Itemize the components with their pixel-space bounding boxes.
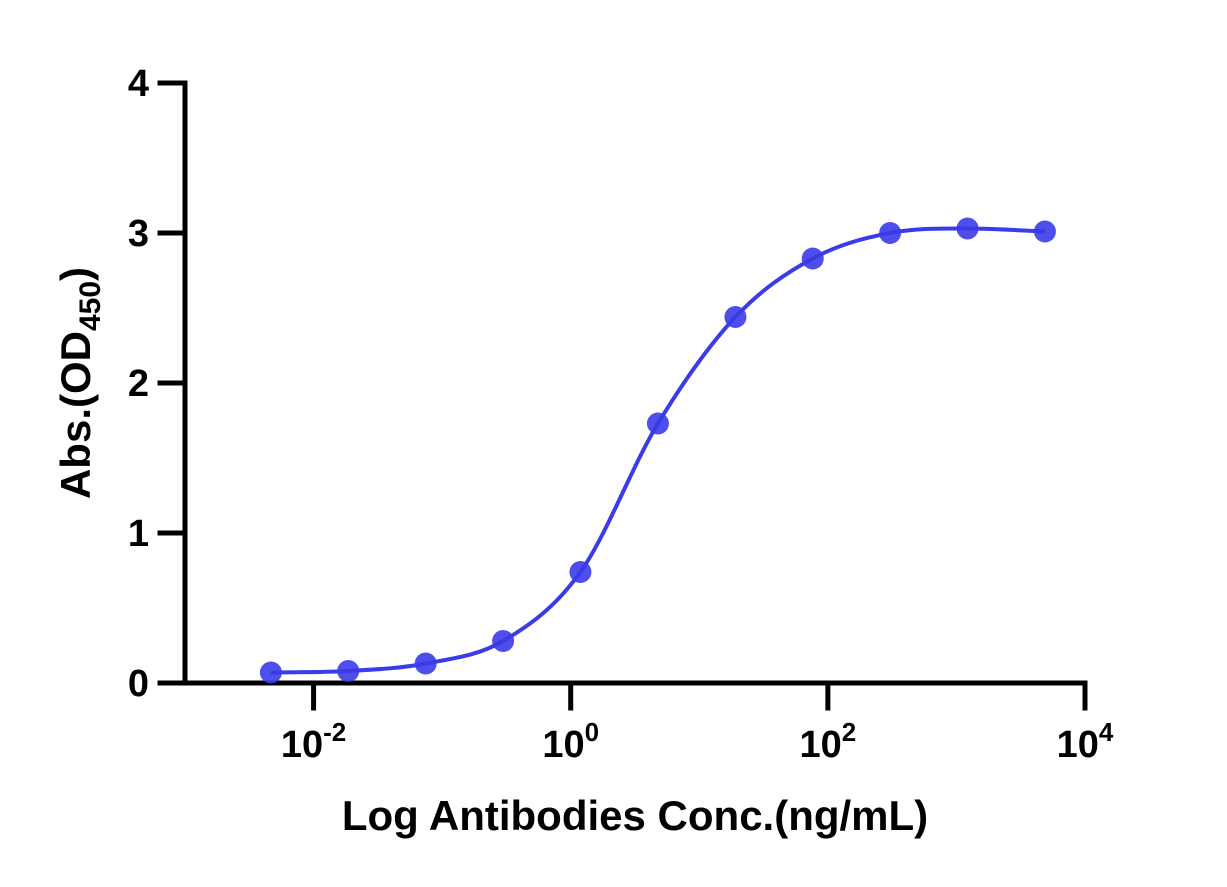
y-axis-label: Abs.(OD450) xyxy=(52,267,107,499)
y-tick-label: 2 xyxy=(128,363,149,405)
x-tick-label: 10-2 xyxy=(281,717,346,766)
x-tick-label-base: 10 xyxy=(542,724,584,766)
data-point xyxy=(337,660,360,682)
x-axis-label: Log Antibodies Conc.(ng/mL) xyxy=(342,792,928,839)
x-tick-label-exponent: -2 xyxy=(323,717,346,747)
x-tick-label: 100 xyxy=(542,717,599,766)
data-point xyxy=(492,630,515,652)
y-axis-label-subscript: 450 xyxy=(74,281,107,331)
data-point xyxy=(801,247,824,270)
data-point xyxy=(879,222,902,244)
data-point xyxy=(1033,220,1056,243)
y-axis-label-main: Abs.(OD xyxy=(52,331,99,499)
data-point xyxy=(414,652,437,675)
x-tick-label: 104 xyxy=(1057,717,1114,766)
y-tick-label: 1 xyxy=(128,513,149,555)
data-point xyxy=(724,306,747,328)
data-point xyxy=(569,561,592,583)
y-tick-label: 3 xyxy=(128,213,149,255)
data-point xyxy=(956,217,979,240)
x-tick-label-exponent: 4 xyxy=(1099,717,1114,747)
x-tick-label: 102 xyxy=(799,717,856,766)
x-tick-label-exponent: 2 xyxy=(842,717,856,747)
data-point xyxy=(259,661,282,684)
x-tick-label-base: 10 xyxy=(281,724,323,766)
x-tick-label-exponent: 0 xyxy=(585,717,599,747)
data-point xyxy=(646,412,669,435)
x-tick-label-base: 10 xyxy=(799,724,841,766)
x-tick-label-base: 10 xyxy=(1057,724,1099,766)
y-tick-label: 4 xyxy=(128,63,149,105)
fit-curve xyxy=(270,226,1046,675)
y-tick-label: 0 xyxy=(128,663,149,705)
y-axis-label-suffix: ) xyxy=(52,267,99,281)
